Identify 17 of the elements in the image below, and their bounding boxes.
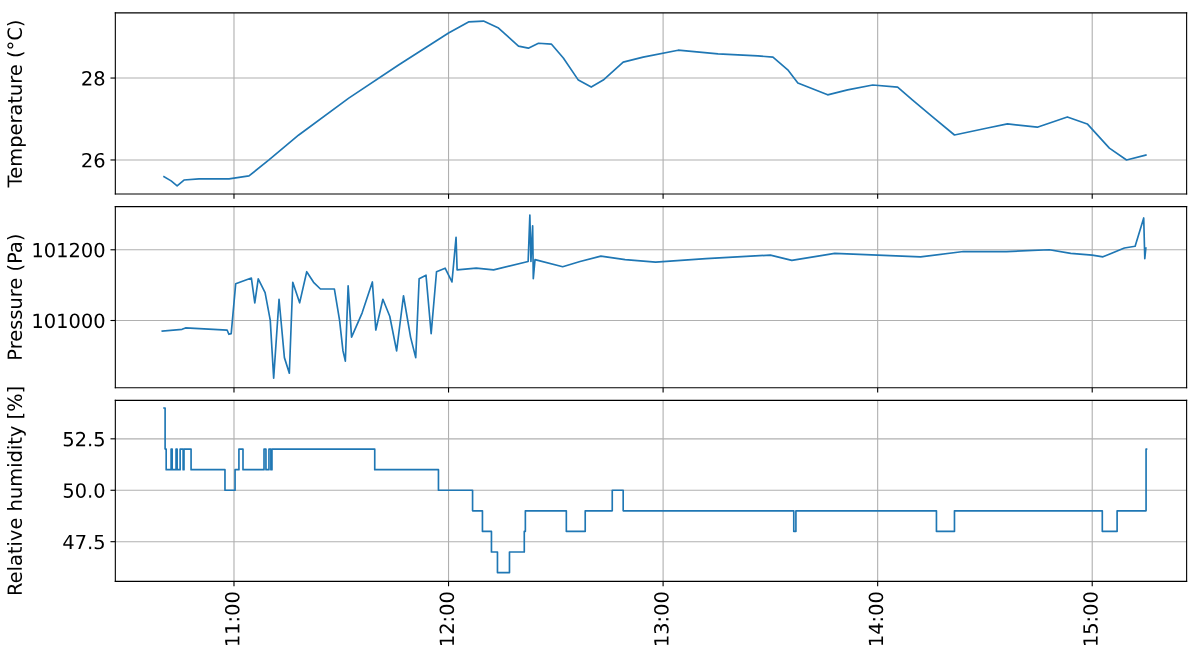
x-tick-label: 12:00 <box>439 592 455 646</box>
y-tick-label: 101000 <box>33 313 105 329</box>
y-tick-label: 101200 <box>33 242 105 258</box>
x-tick-label: 13:00 <box>654 592 669 646</box>
x-tick-label: 11:00 <box>224 592 240 646</box>
line-series <box>163 20 1147 187</box>
x-tick-label: 15:00 <box>1083 592 1098 646</box>
y-tick-label: 52.5 <box>63 431 104 447</box>
y-axis-title: Relative humidity [%] <box>7 387 26 595</box>
y-tick-label: 50.0 <box>63 483 105 498</box>
y-tick-label: 28 <box>82 71 105 86</box>
y-axis-title: Pressure (Pa) <box>7 235 25 359</box>
y-axis-title: Temperature (°C) <box>7 21 26 188</box>
y-tick-label: 26 <box>82 152 105 168</box>
y-tick-label: 47.5 <box>63 534 104 550</box>
x-tick-label: 14:00 <box>868 592 884 646</box>
line-series <box>161 214 1147 379</box>
